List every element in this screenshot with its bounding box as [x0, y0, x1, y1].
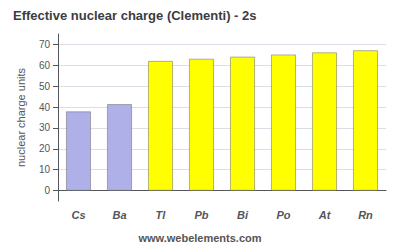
svg-text:50: 50	[39, 81, 51, 92]
svg-text:www.webelements.com: www.webelements.com	[137, 232, 261, 244]
svg-text:60: 60	[39, 60, 51, 71]
svg-text:30: 30	[39, 122, 51, 133]
svg-text:nuclear charge units: nuclear charge units	[15, 67, 27, 167]
svg-text:Bi: Bi	[237, 209, 249, 221]
svg-text:10: 10	[39, 164, 51, 175]
svg-text:0: 0	[44, 185, 50, 196]
svg-text:Tl: Tl	[156, 209, 167, 221]
svg-text:Effective nuclear charge (Clem: Effective nuclear charge (Clementi) - 2s	[13, 8, 256, 23]
svg-text:20: 20	[39, 143, 51, 154]
svg-text:Cs: Cs	[71, 209, 85, 221]
svg-text:At: At	[318, 209, 332, 221]
svg-text:Po: Po	[276, 209, 290, 221]
svg-text:40: 40	[39, 102, 51, 113]
svg-text:Rn: Rn	[358, 209, 373, 221]
svg-text:Pb: Pb	[194, 209, 208, 221]
svg-text:Ba: Ba	[112, 209, 126, 221]
svg-text:70: 70	[39, 39, 51, 50]
